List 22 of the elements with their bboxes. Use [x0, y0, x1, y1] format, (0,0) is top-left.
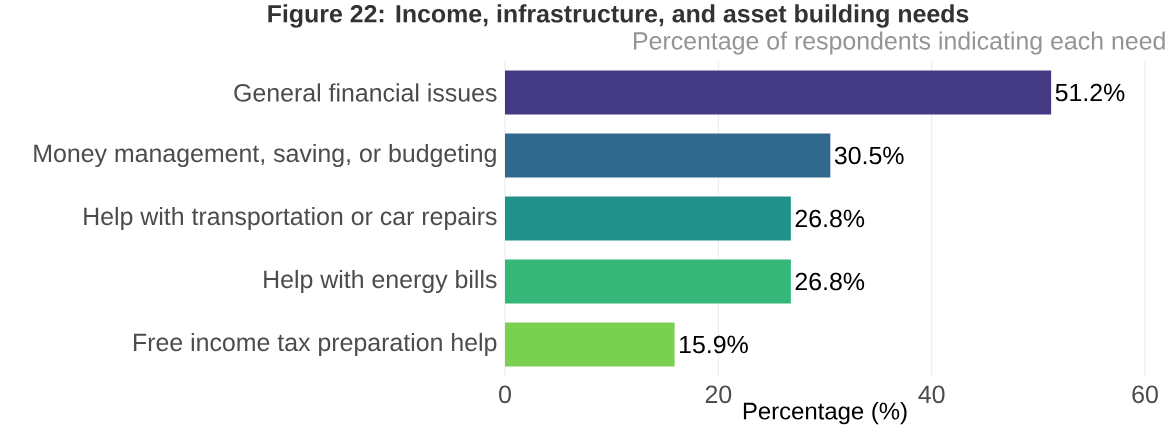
x-tick-label: 20 — [705, 385, 732, 404]
y-tick-label: Help with transportation or car repairs — [84, 206, 497, 231]
data-label: 51.2% — [1055, 83, 1125, 102]
data-label: 15.9% — [680, 335, 748, 354]
y-tick-label: Money management, saving, or budgeting — [34, 143, 496, 168]
x-tick-label: 0 — [499, 385, 511, 404]
y-tick-label: Help with energy bills — [264, 269, 497, 294]
x-tick-label: 40 — [918, 385, 945, 404]
bar — [505, 322, 675, 367]
data-label: 30.5% — [834, 146, 904, 165]
bar — [505, 133, 831, 178]
chart-title: Figure 22: Income, infrastructure, and asset building needs — [268, 4, 969, 28]
data-label: 26.8% — [795, 209, 865, 228]
bar — [505, 70, 1052, 115]
data-label: 26.8% — [795, 272, 865, 291]
y-tick-label: Free income tax preparation help — [134, 332, 497, 357]
bar — [505, 196, 791, 241]
x-axis-title: Percentage (%) — [743, 401, 907, 425]
bar — [505, 259, 791, 304]
x-tick-label: 60 — [1132, 385, 1158, 404]
y-tick-label: General financial issues — [234, 83, 497, 102]
chart-subtitle: Percentage of respondents indicating each need — [634, 31, 1165, 55]
